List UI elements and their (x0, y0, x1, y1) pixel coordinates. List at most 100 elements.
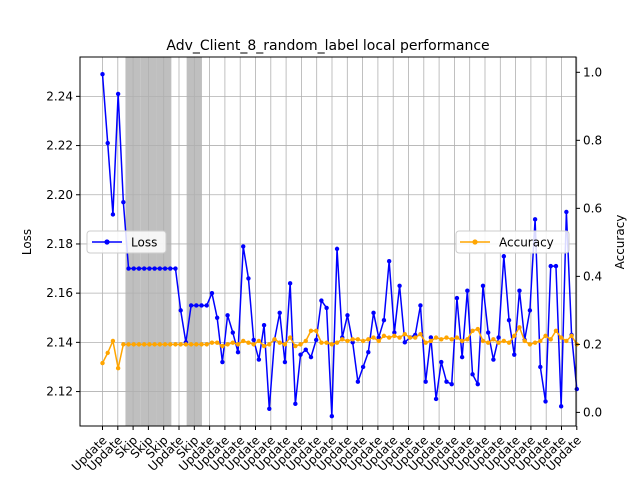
loss-point (439, 359, 444, 365)
accuracy-point (501, 338, 507, 344)
loss-point (199, 303, 204, 308)
loss-point (553, 263, 559, 269)
accuracy-point (136, 342, 142, 347)
accuracy-point (105, 350, 110, 356)
loss-point (480, 283, 486, 288)
accuracy-point (413, 335, 418, 340)
accuracy-point (512, 333, 517, 339)
loss-point (527, 308, 533, 313)
accuracy-point (256, 338, 262, 344)
y-right-tick-label: 0.0 (583, 405, 602, 419)
loss-point (558, 404, 564, 409)
accuracy-point (251, 342, 256, 347)
x-axis-ticks: UpdateUpdateSkipSkipSkipUpdateSkipUpdate… (69, 426, 584, 474)
loss-point (204, 303, 209, 308)
accuracy-point (506, 340, 512, 345)
accuracy-point (329, 342, 335, 347)
accuracy-point (319, 340, 324, 345)
accuracy-point (246, 340, 251, 345)
accuracy-point (517, 325, 522, 330)
accuracy-point (345, 338, 350, 344)
accuracy-point (496, 340, 501, 345)
y-axis-left-label: Loss (20, 229, 34, 255)
loss-point (345, 313, 350, 318)
accuracy-point (449, 337, 454, 342)
loss-point (121, 199, 126, 205)
accuracy-point (459, 338, 465, 344)
accuracy-point (272, 337, 277, 342)
accuracy-point (178, 342, 183, 347)
loss-point (418, 303, 423, 308)
loss-point (100, 72, 105, 77)
loss-point (506, 318, 512, 323)
accuracy-point (173, 342, 178, 347)
loss-point (287, 281, 293, 286)
loss-point (319, 298, 324, 303)
y-left-tick-label: 2.12 (46, 385, 73, 399)
accuracy-point (371, 335, 376, 340)
loss-point (574, 386, 579, 392)
legend-accuracy: Accuracy (455, 230, 570, 254)
loss-point (173, 266, 178, 271)
loss-point (267, 406, 272, 411)
accuracy-point (261, 343, 267, 349)
accuracy-point (366, 337, 371, 342)
accuracy-point (110, 338, 116, 344)
accuracy-point (527, 342, 533, 347)
loss-point (512, 352, 517, 357)
loss-point (564, 209, 569, 215)
loss-point (538, 364, 543, 370)
accuracy-point (475, 326, 480, 332)
accuracy-point (168, 342, 173, 347)
accuracy-point (308, 328, 314, 333)
loss-point (501, 254, 507, 259)
accuracy-point (340, 337, 345, 342)
loss-point (491, 357, 496, 362)
y-right-tick-label: 0.6 (583, 201, 602, 215)
legend-accuracy-label: Accuracy (499, 236, 554, 250)
accuracy-point (188, 342, 194, 347)
loss-point (194, 303, 199, 308)
y-left-tick-label: 2.24 (46, 89, 73, 103)
loss-point (386, 258, 392, 264)
loss-point (110, 212, 116, 217)
loss-point (157, 266, 163, 271)
loss-point (329, 413, 335, 419)
loss-point (543, 399, 548, 404)
loss-point (454, 295, 460, 301)
accuracy-point (121, 342, 126, 347)
accuracy-point (235, 342, 241, 347)
accuracy-point (277, 340, 282, 345)
accuracy-point (428, 338, 434, 344)
loss-point (428, 335, 434, 340)
accuracy-series (100, 325, 579, 371)
accuracy-point (313, 328, 319, 333)
loss-point (168, 266, 173, 271)
loss-point (256, 357, 262, 362)
loss-point (225, 313, 230, 318)
loss-point (392, 330, 397, 335)
loss-point (334, 246, 340, 252)
y-right-tick-label: 0.4 (583, 269, 602, 283)
loss-point (485, 330, 491, 335)
loss-point (376, 335, 381, 340)
loss-point (214, 315, 220, 320)
loss-point (178, 308, 183, 313)
accuracy-point (350, 337, 355, 342)
loss-point (371, 310, 376, 316)
loss-point (126, 266, 131, 271)
loss-point (246, 276, 251, 281)
loss-point (277, 310, 282, 316)
accuracy-point (100, 360, 105, 366)
loss-point (355, 379, 361, 384)
accuracy-point (454, 335, 460, 340)
loss-point (261, 322, 267, 328)
accuracy-point (439, 337, 444, 342)
legend-accuracy-box (455, 230, 570, 254)
loss-point (298, 352, 303, 357)
accuracy-point (214, 340, 220, 345)
y-right-tick-label: 1.0 (583, 65, 602, 79)
accuracy-point (470, 328, 475, 333)
accuracy-point (392, 333, 397, 339)
